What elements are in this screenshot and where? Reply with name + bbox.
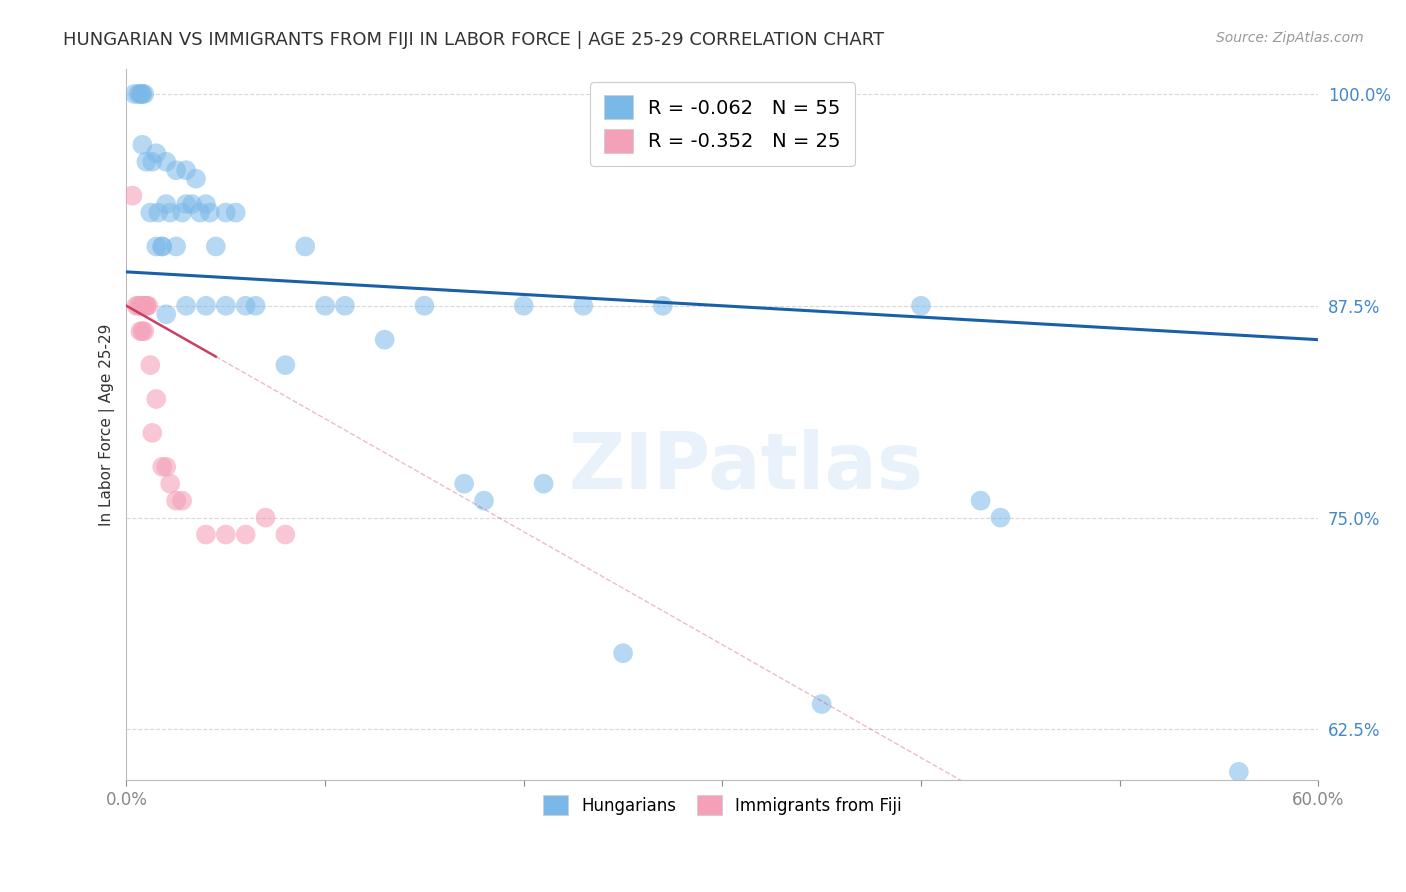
Point xyxy=(127,87,149,101)
Point xyxy=(131,324,153,338)
Point xyxy=(165,493,187,508)
Point xyxy=(125,299,148,313)
Point xyxy=(910,299,932,313)
Point xyxy=(136,299,159,313)
Point xyxy=(150,239,173,253)
Point xyxy=(139,358,162,372)
Point xyxy=(194,197,217,211)
Point xyxy=(513,299,536,313)
Point xyxy=(165,239,187,253)
Point xyxy=(174,299,197,313)
Point xyxy=(274,527,297,541)
Legend: Hungarians, Immigrants from Fiji: Hungarians, Immigrants from Fiji xyxy=(533,785,911,825)
Point xyxy=(188,205,211,219)
Point xyxy=(155,197,177,211)
Point xyxy=(131,87,153,101)
Point xyxy=(990,510,1012,524)
Point xyxy=(533,476,555,491)
Point xyxy=(150,459,173,474)
Point xyxy=(215,205,238,219)
Point xyxy=(150,239,173,253)
Point xyxy=(194,527,217,541)
Point xyxy=(215,527,238,541)
Point xyxy=(135,299,157,313)
Point xyxy=(172,493,194,508)
Point xyxy=(155,459,177,474)
Point xyxy=(155,307,177,321)
Text: ZIPatlas: ZIPatlas xyxy=(568,429,924,505)
Point xyxy=(374,333,396,347)
Point xyxy=(165,163,187,178)
Point xyxy=(413,299,436,313)
Point xyxy=(129,87,152,101)
Point xyxy=(1227,764,1250,779)
Point xyxy=(131,137,153,152)
Point xyxy=(159,476,181,491)
Point xyxy=(145,239,167,253)
Point xyxy=(121,188,143,202)
Point xyxy=(181,197,204,211)
Point xyxy=(572,299,595,313)
Point xyxy=(314,299,336,313)
Point xyxy=(453,476,475,491)
Point xyxy=(145,146,167,161)
Point xyxy=(651,299,673,313)
Point xyxy=(810,697,832,711)
Point xyxy=(131,87,153,101)
Point xyxy=(174,197,197,211)
Point xyxy=(135,299,157,313)
Point xyxy=(205,239,228,253)
Point xyxy=(194,299,217,313)
Point xyxy=(235,527,257,541)
Text: HUNGARIAN VS IMMIGRANTS FROM FIJI IN LABOR FORCE | AGE 25-29 CORRELATION CHART: HUNGARIAN VS IMMIGRANTS FROM FIJI IN LAB… xyxy=(63,31,884,49)
Point xyxy=(225,205,247,219)
Point xyxy=(198,205,221,219)
Point xyxy=(245,299,267,313)
Point xyxy=(139,205,162,219)
Point xyxy=(155,154,177,169)
Point xyxy=(159,205,181,219)
Point xyxy=(134,87,156,101)
Point xyxy=(172,205,194,219)
Point xyxy=(127,299,149,313)
Point xyxy=(131,299,153,313)
Point xyxy=(124,87,146,101)
Point xyxy=(134,299,156,313)
Point xyxy=(969,493,991,508)
Point xyxy=(145,392,167,406)
Point xyxy=(148,205,170,219)
Point xyxy=(129,299,152,313)
Point xyxy=(134,324,156,338)
Point xyxy=(612,646,634,660)
Text: Source: ZipAtlas.com: Source: ZipAtlas.com xyxy=(1216,31,1364,45)
Point xyxy=(254,510,277,524)
Point xyxy=(141,425,163,440)
Point xyxy=(333,299,356,313)
Point xyxy=(235,299,257,313)
Point xyxy=(129,324,152,338)
Point xyxy=(215,299,238,313)
Point xyxy=(294,239,316,253)
Point xyxy=(184,171,207,186)
Point xyxy=(472,493,495,508)
Point xyxy=(174,163,197,178)
Y-axis label: In Labor Force | Age 25-29: In Labor Force | Age 25-29 xyxy=(100,323,115,525)
Point xyxy=(274,358,297,372)
Point xyxy=(135,154,157,169)
Point xyxy=(141,154,163,169)
